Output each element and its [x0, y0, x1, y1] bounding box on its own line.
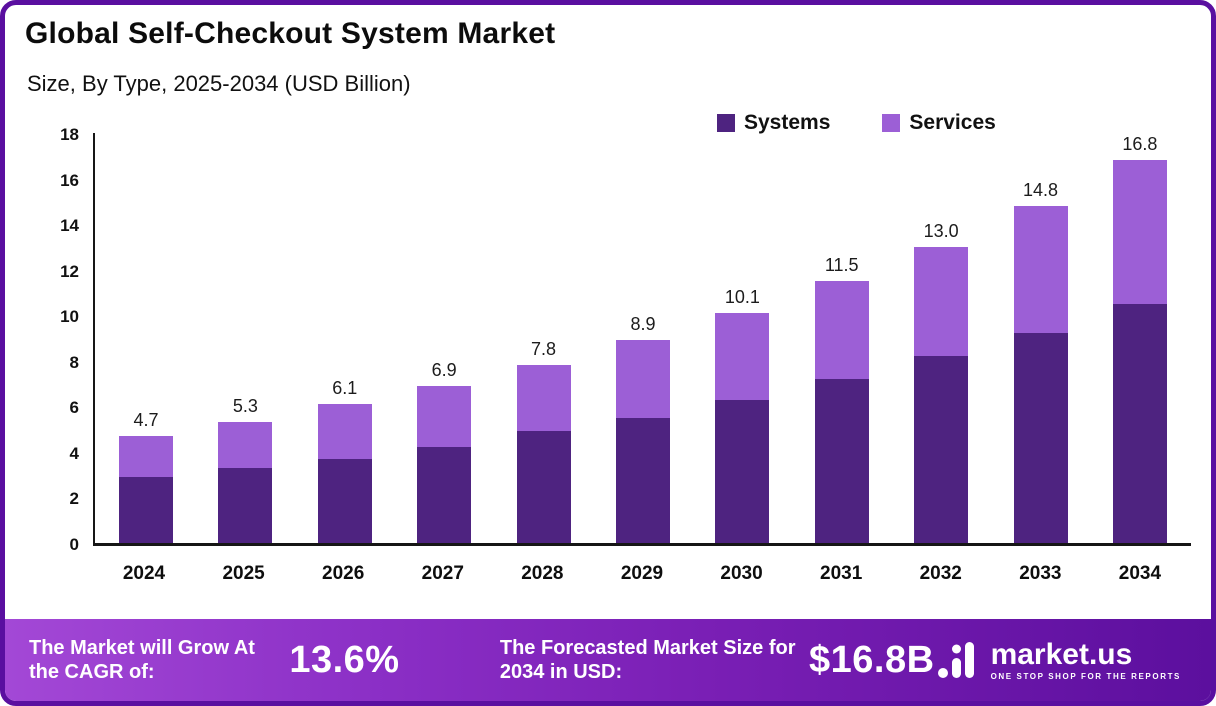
bar-stack	[914, 246, 969, 543]
marketus-logo-icon	[937, 642, 974, 678]
bar-segment-systems-2032	[914, 356, 969, 543]
bar-group-2027: 6.9	[417, 359, 472, 543]
bar-segment-services-2028	[516, 365, 571, 432]
bar-segment-systems-2031	[814, 379, 869, 543]
y-tick-label: 0	[69, 535, 79, 554]
stacked-bar-chart: 4.7 5.3 6.1 6.9 7.8 8.9 10.1 11.5 13.0 14.8 16.8	[93, 133, 1191, 546]
bar-total-label: 16.8	[1122, 134, 1158, 155]
bar-segment-systems-2027	[417, 447, 472, 543]
bar-total-label: 6.9	[431, 359, 457, 380]
x-axis: 2024 2025 2026 2027 2028 2029 2030 2031 2032 2033…	[93, 563, 1191, 585]
bar-group-2029: 8.9	[615, 314, 670, 543]
x-tick-label-2034: 2034	[1118, 563, 1162, 584]
bar-segment-systems-2030	[715, 399, 770, 543]
x-tick-label-2024: 2024	[122, 563, 166, 584]
cagr-label: The Market will Grow At the CAGR of:	[29, 637, 255, 683]
bar-segment-services-2026	[317, 404, 372, 459]
bar-segment-services-2033	[1013, 205, 1068, 334]
x-tick-label-2028: 2028	[521, 563, 564, 584]
y-tick-label: 8	[69, 352, 79, 372]
y-tick-label: 4	[69, 443, 79, 463]
x-tick-label-2030: 2030	[720, 563, 763, 584]
bar-stack	[119, 435, 173, 543]
bar-segment-services-2034	[1112, 160, 1167, 304]
bar-segment-services-2030	[715, 312, 770, 400]
bar-segment-services-2032	[914, 246, 969, 357]
y-tick-label: 16	[60, 170, 79, 190]
bar-group-2032: 13.0	[914, 220, 969, 543]
stats-footer: The Market will Grow At the CAGR of: 13.…	[5, 619, 1211, 701]
legend-swatch-systems	[717, 114, 735, 132]
bar-total-label: 6.1	[332, 378, 358, 399]
y-tick-label: 2	[69, 489, 79, 509]
bar-segment-systems-2029	[615, 417, 670, 543]
x-tick-label-2025: 2025	[222, 563, 265, 584]
bar-total-label: 13.0	[923, 220, 959, 241]
bar-segment-systems-2026	[317, 458, 372, 543]
bar-total-label: 14.8	[1022, 179, 1059, 200]
bar-total-label: 8.9	[630, 314, 656, 335]
x-tick-label-2032: 2032	[919, 563, 962, 584]
y-tick-label: 6	[69, 398, 79, 418]
bar-group-2033: 14.8	[1013, 179, 1068, 543]
y-tick-label: 14	[60, 216, 79, 236]
bar-segment-services-2024	[119, 435, 173, 477]
bar-segment-systems-2025	[218, 467, 273, 543]
bar-segment-systems-2028	[516, 431, 571, 543]
y-tick-label: 10	[60, 307, 79, 327]
chart-legend: Systems Services	[717, 111, 996, 135]
x-tick-label-2026: 2026	[322, 563, 365, 584]
bar-segment-services-2029	[615, 340, 670, 418]
x-tick-label-2029: 2029	[620, 563, 664, 584]
legend-label: Services	[909, 111, 996, 134]
y-axis: 0 2 4 6 8 10 12 14 16 18	[5, 125, 85, 554]
forecast-label: The Forecasted Market Size for 2034 in U…	[499, 637, 796, 683]
brand-tagline: ONE STOP SHOP FOR THE REPORTS	[990, 671, 1181, 681]
bar-group-2025: 5.3	[218, 396, 273, 543]
bar-stack	[218, 422, 273, 543]
page-subtitle: Size, By Type, 2025-2034 (USD Billion)	[27, 71, 411, 96]
bar-stack	[615, 340, 670, 543]
forecast-value: $16.8B	[809, 638, 935, 681]
bar-segment-systems-2024	[119, 476, 173, 543]
brand-name: market.us	[990, 637, 1133, 671]
bar-stack	[814, 281, 869, 543]
bar-total-label: 11.5	[824, 255, 859, 276]
bar-stack	[715, 312, 770, 543]
bar-group-2030: 10.1	[715, 286, 770, 543]
bar-group-2028: 7.8	[516, 339, 571, 543]
bar-total-label: 10.1	[724, 286, 760, 307]
legend-swatch-services	[882, 114, 901, 132]
bar-stack	[1013, 205, 1068, 543]
page-title: Global Self-Checkout System Market	[25, 17, 556, 50]
bar-stack	[516, 365, 571, 543]
bar-segment-systems-2034	[1112, 303, 1167, 543]
marketus-logo: market.us ONE STOP SHOP FOR THE REPORTS	[935, 637, 1187, 683]
legend-item-services: Services	[882, 111, 996, 135]
bar-segment-services-2031	[814, 281, 869, 379]
bar-stack	[1112, 160, 1167, 543]
cagr-value: 13.6%	[289, 638, 400, 681]
x-tick-label-2031: 2031	[820, 563, 863, 584]
bar-stack	[317, 404, 372, 543]
bar-total-label: 7.8	[531, 339, 557, 360]
bar-group-2031: 11.5	[814, 255, 869, 543]
x-tick-label-2027: 2027	[421, 563, 464, 584]
bar-group-2034: 16.8	[1112, 134, 1167, 543]
x-tick-label-2033: 2033	[1019, 563, 1062, 584]
bar-segment-services-2025	[218, 422, 273, 468]
bar-group-2026: 6.1	[317, 378, 372, 543]
bar-total-label: 5.3	[232, 396, 258, 417]
marketus-logo-text: market.us ONE STOP SHOP FOR THE REPORTS	[990, 637, 1181, 681]
bar-segment-services-2027	[417, 385, 472, 448]
bar-group-2024: 4.7	[119, 410, 173, 543]
legend-item-systems: Systems	[717, 111, 830, 135]
y-tick-label: 12	[60, 261, 79, 281]
legend-label: Systems	[744, 111, 831, 134]
y-tick-label: 18	[60, 125, 79, 144]
bar-segment-systems-2033	[1013, 333, 1068, 543]
bar-total-label: 4.7	[133, 409, 159, 430]
bar-stack	[417, 385, 472, 543]
